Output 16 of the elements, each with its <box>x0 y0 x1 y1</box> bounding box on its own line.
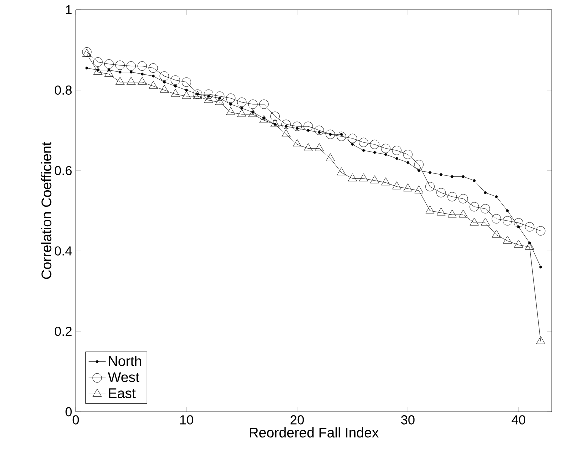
y-tick-label: 0.6 <box>54 166 72 176</box>
legend-label: East <box>109 388 136 398</box>
x-tick-label: 30 <box>401 416 415 425</box>
y-tick-label: 0 <box>66 407 72 417</box>
legend-label: West <box>108 372 140 382</box>
x-tick-label: 40 <box>512 416 526 425</box>
y-axis-title: Correlation Coefficient <box>41 142 52 280</box>
x-tick-label: 10 <box>180 416 194 425</box>
legend-label: North <box>109 356 142 366</box>
x-tick-label: 20 <box>290 416 304 425</box>
y-tick-label: 0.8 <box>54 86 72 95</box>
x-axis-title: Reordered Fall Index <box>250 428 379 438</box>
y-tick-label: 0.4 <box>54 246 72 256</box>
y-tick-label: 1 <box>66 6 72 14</box>
y-tick-label: 0.2 <box>54 327 72 336</box>
x-tick-label: 0 <box>72 416 80 425</box>
